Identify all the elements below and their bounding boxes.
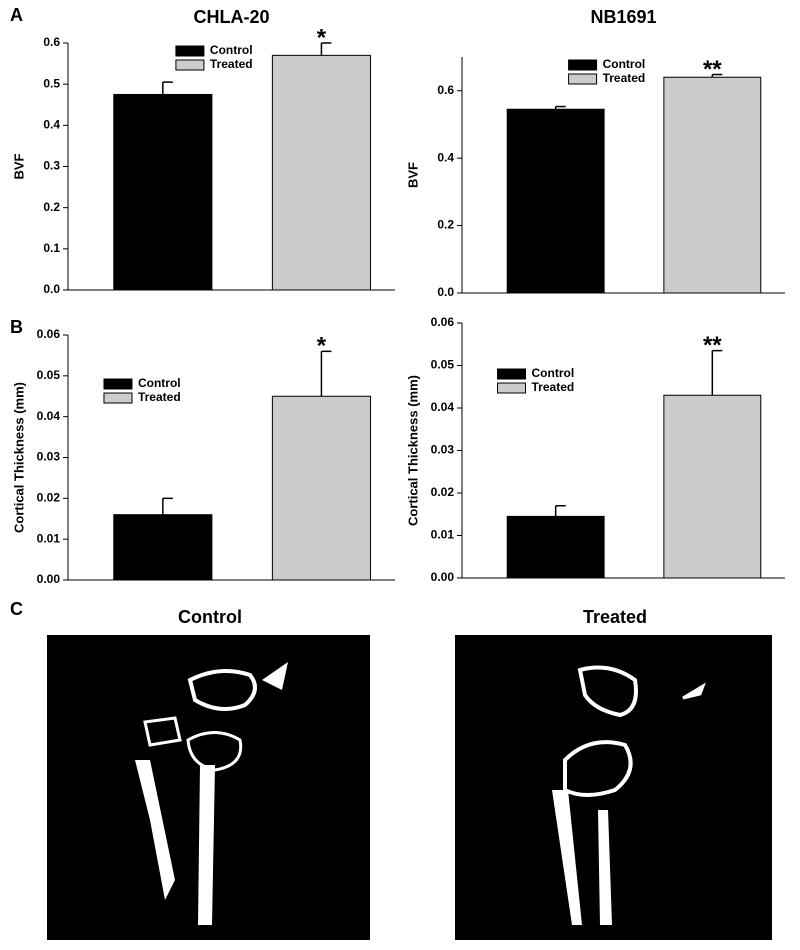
y-tick-label: 0.6 bbox=[437, 83, 454, 97]
y-tick-label: 0.1 bbox=[43, 241, 60, 255]
legend-label: Control bbox=[603, 57, 646, 71]
y-tick-label: 0.2 bbox=[43, 200, 60, 214]
legend-swatch bbox=[568, 59, 598, 71]
y-axis-label: Cortical Thickness (mm) bbox=[405, 375, 420, 526]
chart-title: NB1691 bbox=[590, 7, 656, 27]
y-tick-label: 0.05 bbox=[431, 358, 455, 372]
y-tick-label: 0.01 bbox=[431, 528, 455, 542]
significance: * bbox=[317, 333, 327, 360]
legend-swatch bbox=[568, 73, 598, 85]
bar bbox=[663, 394, 762, 579]
bar bbox=[663, 76, 762, 294]
image-title: Control bbox=[178, 607, 242, 627]
bar bbox=[271, 54, 371, 291]
chart-title: CHLA-20 bbox=[193, 7, 269, 27]
y-tick-label: 0.00 bbox=[37, 572, 61, 586]
y-tick-label: 0.06 bbox=[37, 327, 61, 341]
legend-label: Treated bbox=[210, 57, 253, 71]
significance: ** bbox=[703, 332, 722, 359]
y-tick-label: 0.0 bbox=[43, 282, 60, 296]
y-tick-label: 0.05 bbox=[37, 368, 61, 382]
bar bbox=[506, 108, 605, 294]
y-tick-label: 0.01 bbox=[37, 531, 61, 545]
y-tick-label: 0.4 bbox=[43, 118, 60, 132]
bar bbox=[506, 515, 605, 579]
y-tick-label: 0.03 bbox=[37, 450, 61, 464]
legend-swatch bbox=[103, 378, 133, 390]
micro-ct-control bbox=[47, 635, 370, 940]
panel-label: B bbox=[10, 317, 23, 337]
legend-label: Control bbox=[532, 366, 575, 380]
y-tick-label: 0.03 bbox=[431, 443, 455, 457]
legend-swatch bbox=[497, 368, 527, 380]
y-tick-label: 0.06 bbox=[431, 315, 455, 329]
y-tick-label: 0.00 bbox=[431, 570, 455, 584]
y-axis-label: Cortical Thickness (mm) bbox=[11, 382, 26, 533]
y-tick-label: 0.2 bbox=[437, 218, 454, 232]
y-tick-label: 0.04 bbox=[431, 400, 455, 414]
bar bbox=[271, 395, 371, 581]
y-tick-label: 0.4 bbox=[437, 150, 454, 164]
bar bbox=[113, 93, 213, 291]
legend-swatch bbox=[103, 392, 133, 404]
legend-label: Treated bbox=[603, 71, 646, 85]
significance: * bbox=[317, 24, 327, 51]
legend-label: Treated bbox=[138, 390, 181, 404]
y-axis-label: BVF bbox=[11, 153, 26, 179]
image-title: Treated bbox=[583, 607, 647, 627]
y-tick-label: 0.5 bbox=[43, 76, 60, 90]
legend-label: Treated bbox=[532, 380, 575, 394]
legend-swatch bbox=[175, 59, 205, 71]
micro-ct-treated bbox=[455, 635, 772, 940]
significance: ** bbox=[703, 56, 722, 83]
y-tick-label: 0.04 bbox=[37, 409, 61, 423]
y-tick-label: 0.0 bbox=[437, 285, 454, 299]
y-tick-label: 0.02 bbox=[37, 491, 61, 505]
legend-label: Control bbox=[210, 43, 253, 57]
y-tick-label: 0.3 bbox=[43, 159, 60, 173]
y-tick-label: 0.6 bbox=[43, 35, 60, 49]
panel-label: C bbox=[10, 599, 23, 619]
legend-swatch bbox=[497, 382, 527, 394]
panel-label: A bbox=[10, 5, 23, 25]
legend-label: Control bbox=[138, 376, 181, 390]
bar bbox=[113, 514, 213, 581]
y-axis-label: BVF bbox=[405, 162, 420, 188]
legend-swatch bbox=[175, 45, 205, 57]
y-tick-label: 0.02 bbox=[431, 485, 455, 499]
